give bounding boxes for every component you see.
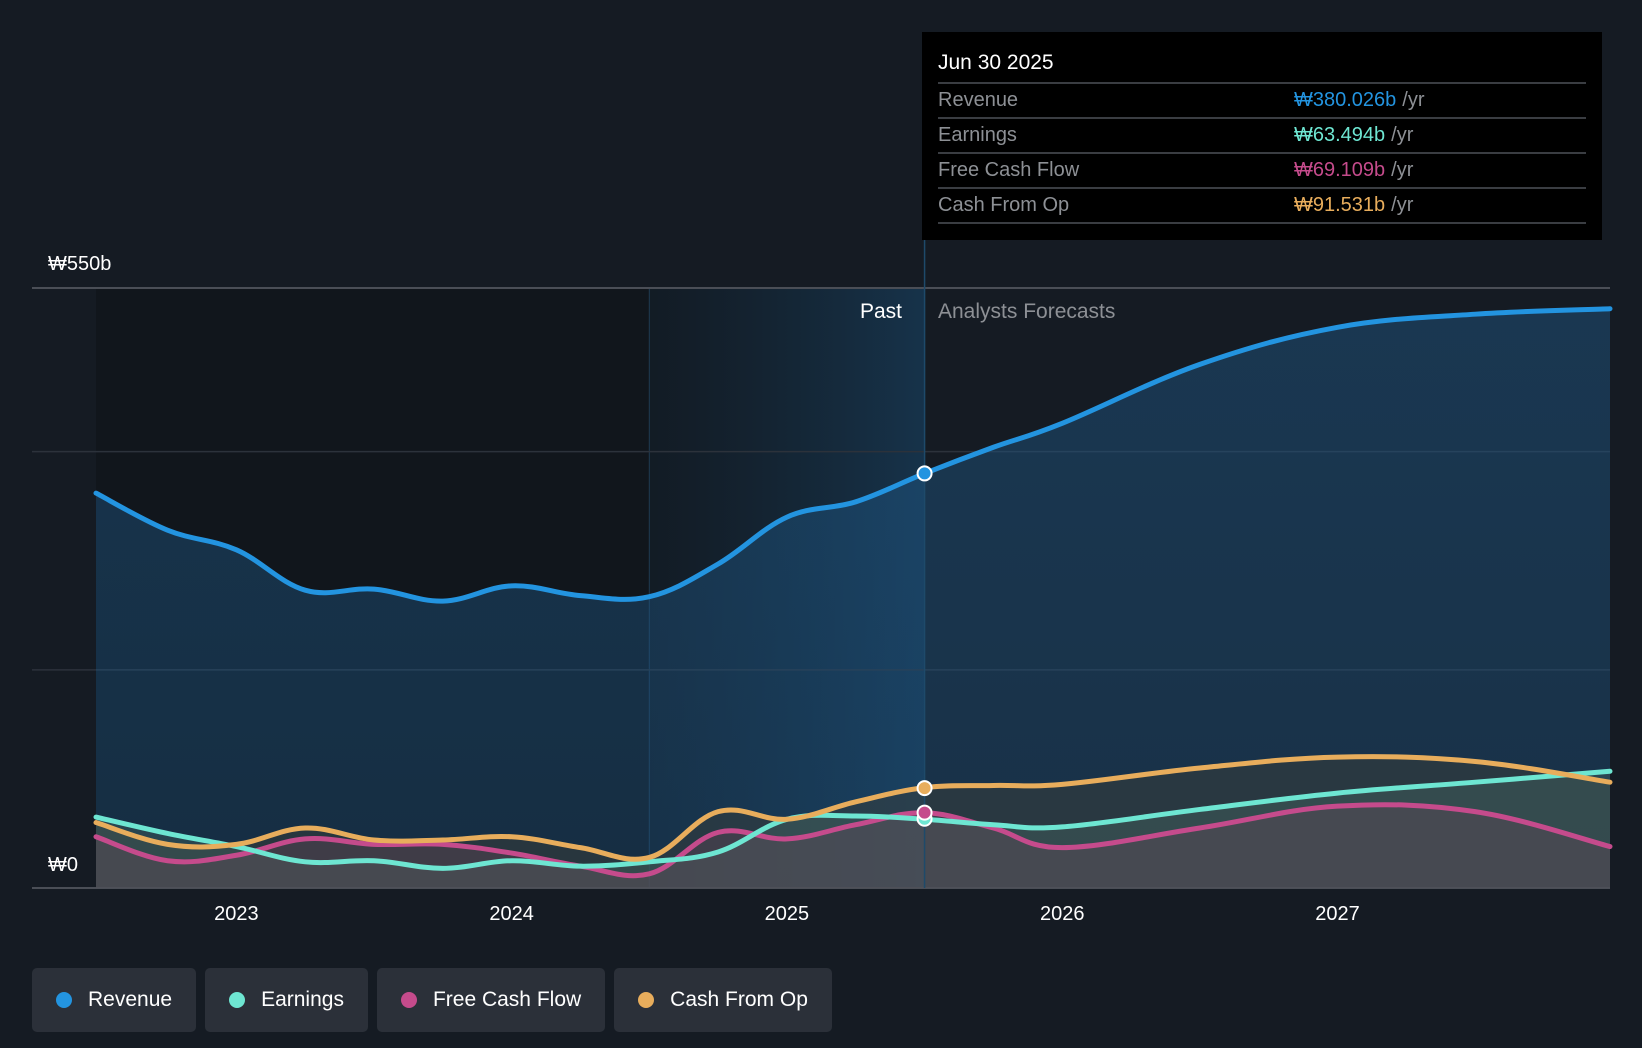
tooltip-value: ₩63.494b xyxy=(1294,124,1386,146)
y-axis-top-label: ₩550b xyxy=(48,253,112,275)
legend-label: Revenue xyxy=(88,988,173,1011)
tooltip-row-free-cash-flow: Free Cash Flow ₩69.109b /yr xyxy=(938,154,1586,189)
tooltip-row-cash-from-op: Cash From Op ₩91.531b /yr xyxy=(938,189,1586,224)
x-tick-label: 2026 xyxy=(1039,903,1085,925)
cash-from-op-area xyxy=(96,756,1610,888)
revenue-area xyxy=(96,308,1610,888)
legend: Revenue Earnings Free Cash Flow Cash Fro… xyxy=(32,968,832,1032)
forecast-label: Analysts Forecasts xyxy=(938,300,1116,323)
cash-from-op-dot-icon xyxy=(638,992,655,1008)
revenue-marker xyxy=(916,465,933,482)
revenue-dot-icon xyxy=(56,992,72,1008)
legend-label: Earnings xyxy=(261,988,344,1011)
x-tick-label: 2024 xyxy=(489,903,534,925)
tooltip-unit: /yr xyxy=(1391,124,1414,146)
legend-item-free-cash-flow[interactable]: Free Cash Flow xyxy=(376,968,606,1032)
earnings-area xyxy=(96,771,1610,888)
x-tick-label: 2023 xyxy=(214,903,259,925)
tooltip-label: Revenue xyxy=(938,89,1019,111)
legend-item-cash-from-op[interactable]: Cash From Op xyxy=(614,968,832,1032)
tooltip-label: Cash From Op xyxy=(938,194,1070,216)
tooltip-unit: /yr xyxy=(1402,89,1425,111)
earnings-line xyxy=(93,768,1613,871)
past-label: Past xyxy=(860,300,903,323)
tooltip-row-earnings: Earnings ₩63.494b /yr xyxy=(938,119,1586,154)
tooltip: Jun 30 2025 Revenue ₩380.026b /yr Earnin… xyxy=(922,32,1602,240)
y-axis-bottom-label: ₩0 xyxy=(48,854,78,876)
legend-item-earnings[interactable]: Earnings xyxy=(205,968,368,1032)
tooltip-value: ₩69.109b xyxy=(1294,159,1386,181)
legend-label: Free Cash Flow xyxy=(432,988,582,1011)
cash-from-op-line xyxy=(93,754,1613,862)
tooltip-label: Earnings xyxy=(938,124,1017,146)
cash-from-op-marker xyxy=(916,780,933,797)
legend-item-revenue[interactable]: Revenue xyxy=(32,968,197,1032)
legend-label: Cash From Op xyxy=(670,988,808,1011)
tooltip-unit: /yr xyxy=(1391,159,1414,181)
tooltip-value: ₩380.026b xyxy=(1294,89,1397,111)
tooltip-unit: /yr xyxy=(1391,194,1414,216)
earnings-dot-icon xyxy=(229,992,246,1008)
tooltip-value: ₩91.531b xyxy=(1294,194,1386,216)
free-cash-flow-marker xyxy=(916,804,933,821)
tooltip-row-revenue: Revenue ₩380.026b /yr xyxy=(938,84,1586,119)
x-tick-label: 2025 xyxy=(764,903,810,925)
x-tick-label: 2027 xyxy=(1315,903,1360,925)
revenue-line xyxy=(93,306,1613,604)
tooltip-date: Jun 30 2025 xyxy=(938,46,1586,84)
free-cash-flow-dot-icon xyxy=(400,992,417,1008)
tooltip-label: Free Cash Flow xyxy=(938,159,1080,181)
